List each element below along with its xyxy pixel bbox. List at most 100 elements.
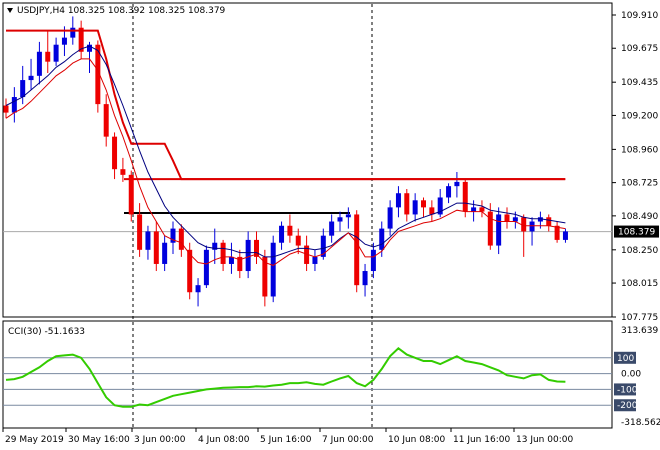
candle-body[interactable] (212, 242, 218, 250)
candle-body[interactable] (345, 214, 351, 218)
candle-body[interactable] (95, 44, 101, 105)
fast-ma-line (5, 58, 566, 266)
candle-body[interactable] (496, 214, 502, 246)
cci-tick-label: 100 (617, 354, 634, 364)
cci-level-tag (614, 383, 636, 396)
candle-body[interactable] (162, 242, 168, 264)
candle-body[interactable] (446, 186, 452, 198)
price-tick-label: 109.200 (621, 111, 658, 121)
price-tick-label: 108.015 (621, 279, 658, 289)
candle-body[interactable] (53, 44, 59, 62)
candle-body[interactable] (153, 231, 159, 264)
candle-body[interactable] (362, 271, 368, 286)
candle-body[interactable] (354, 214, 360, 286)
candle-body[interactable] (128, 174, 134, 215)
candle-body[interactable] (521, 217, 527, 232)
cci-tick-label: 313.639 (621, 326, 658, 336)
price-axis: 109.910 109.675 109.435 109.200 108.960 108.7… (612, 11, 659, 323)
candle-body[interactable] (295, 235, 301, 246)
candles-group (3, 16, 568, 307)
candle-body[interactable] (262, 256, 268, 297)
candle-body[interactable] (203, 249, 209, 286)
candle-body[interactable] (537, 217, 543, 222)
candle-body[interactable] (178, 228, 184, 250)
candle-body[interactable] (228, 256, 234, 264)
price-tick-label: 109.675 (621, 44, 658, 54)
candle-body[interactable] (479, 207, 485, 212)
candle-body[interactable] (270, 242, 276, 297)
candle-body[interactable] (454, 181, 460, 187)
candle-body[interactable] (387, 207, 393, 229)
candle-body[interactable] (554, 225, 560, 240)
price-tick-label: 108.490 (621, 212, 658, 222)
candle-body[interactable] (36, 51, 42, 76)
main-price-panel[interactable] (2, 2, 613, 318)
candle-body[interactable] (195, 285, 201, 293)
candle-body[interactable] (220, 242, 226, 264)
candle-body[interactable] (11, 97, 17, 113)
candle-body[interactable] (61, 37, 67, 45)
candle-body[interactable] (471, 207, 477, 212)
candle-body[interactable] (312, 256, 318, 264)
candle-body[interactable] (512, 217, 518, 222)
price-tick-label: 107.775 (621, 313, 658, 323)
candle-body[interactable] (462, 181, 468, 212)
candle-body[interactable] (103, 104, 109, 137)
cci-level-tag (614, 351, 636, 364)
candle-body[interactable] (429, 207, 435, 215)
candle-body[interactable] (20, 80, 26, 98)
candle-body[interactable] (412, 200, 418, 215)
triangle-down-icon[interactable] (7, 8, 13, 13)
candle-body[interactable] (370, 249, 376, 272)
indicator-lines (5, 29, 566, 266)
candle-body[interactable] (254, 239, 259, 257)
candle-body[interactable] (337, 217, 343, 222)
step-line (6, 29, 566, 181)
candle-body[interactable] (28, 75, 34, 81)
cci-tick-label: -100 (617, 385, 638, 395)
candle-body[interactable] (245, 239, 251, 272)
time-tick-label: 4 Jun 08:00 (198, 435, 250, 445)
candle-body[interactable] (395, 193, 401, 208)
candle-body[interactable] (404, 193, 410, 215)
candle-body[interactable] (78, 27, 84, 52)
candle-body[interactable] (504, 214, 510, 222)
candle-body[interactable] (487, 211, 493, 246)
candle-body[interactable] (320, 235, 326, 257)
time-tick-label: 7 Jun 00:00 (322, 435, 374, 445)
candle-body[interactable] (70, 27, 76, 38)
candle-body[interactable] (287, 225, 293, 236)
candle-body[interactable] (145, 231, 151, 250)
candle-body[interactable] (45, 51, 51, 62)
candle-body[interactable] (170, 228, 176, 243)
candle-body[interactable] (187, 249, 193, 293)
current-price-tag (614, 225, 659, 238)
candle-body[interactable] (421, 200, 426, 208)
price-tick-label: 109.435 (621, 78, 658, 88)
time-tick-label: 11 Jun 16:00 (453, 435, 510, 445)
candle-body[interactable] (3, 105, 9, 113)
candle-body[interactable] (237, 256, 243, 272)
candle-body[interactable] (379, 228, 385, 250)
candle-body[interactable] (329, 221, 335, 236)
candle-body[interactable] (529, 221, 535, 232)
main-header: USDJPY,H4 108.325 108.392 108.325 108.37… (17, 6, 226, 16)
candle-body[interactable] (112, 136, 118, 170)
candle-body[interactable] (546, 217, 552, 226)
candle-body[interactable] (304, 245, 310, 264)
cci-panel[interactable] (2, 320, 613, 429)
candle-body[interactable] (562, 231, 568, 240)
cci-tick-label: -200 (617, 401, 638, 411)
cci-tick-label: -318.5623 (621, 418, 660, 428)
cci-tick-label: 0.00 (621, 370, 641, 380)
candle-body[interactable] (279, 225, 285, 243)
cci-level-tag (614, 399, 636, 412)
price-tick-label: 108.725 (621, 179, 658, 189)
candle-body[interactable] (437, 197, 443, 215)
time-tick-label: 13 Jun 00:00 (516, 435, 573, 445)
candle-body[interactable] (137, 214, 143, 250)
candle-body[interactable] (120, 169, 126, 175)
time-tick-label: 3 Jun 00:00 (134, 435, 186, 445)
candle-body[interactable] (87, 44, 92, 52)
